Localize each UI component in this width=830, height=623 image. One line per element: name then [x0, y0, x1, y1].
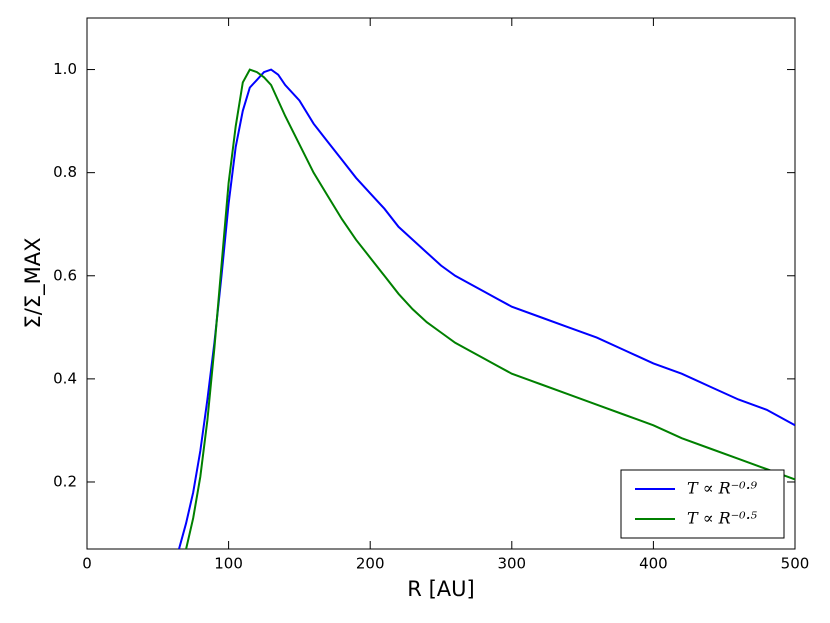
data-line [185, 68, 795, 549]
plot-lines [178, 68, 795, 549]
x-tick-label: 100 [214, 555, 243, 573]
plot-frame [86, 17, 796, 550]
y-tick-label: 0.8 [53, 163, 77, 181]
x-tick-label: 500 [781, 555, 810, 573]
y-tick-label: 0.4 [53, 369, 77, 387]
y-axis-title: Σ/Σ_MAX [21, 238, 46, 329]
y-tick-label: 0.2 [53, 472, 77, 490]
x-tick-label: 200 [356, 555, 385, 573]
legend-box [620, 469, 785, 539]
x-tick-label: 0 [82, 555, 92, 573]
y-tick-label: 1.0 [53, 60, 77, 78]
x-axis-title: R [AU] [407, 577, 474, 601]
legend-label: T ∝ R⁻⁰·⁵ [687, 509, 758, 528]
y-tick-label: 0.6 [53, 266, 77, 284]
legend-label: T ∝ R⁻⁰·⁹ [687, 479, 758, 498]
x-tick-label: 400 [639, 555, 668, 573]
x-tick-label: 300 [497, 555, 526, 573]
data-line [178, 68, 795, 549]
